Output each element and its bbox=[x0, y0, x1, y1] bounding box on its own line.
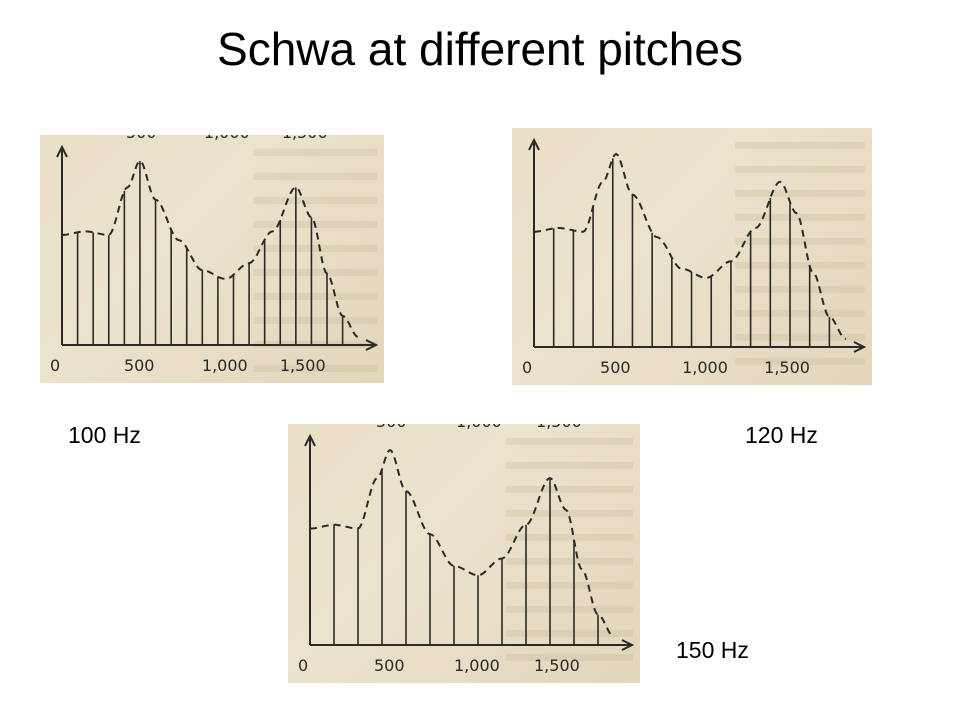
background-text-line bbox=[506, 606, 633, 613]
top-tick-label: 1,000 bbox=[204, 135, 250, 142]
x-tick-label: 1,000 bbox=[454, 656, 500, 675]
background-text-line bbox=[506, 462, 633, 469]
spectrum-plot-150hz: 0 500 1,000 1,500 500 1,000 1,500 bbox=[298, 424, 635, 675]
background-text-line bbox=[253, 197, 378, 204]
pitch-label-150hz: 150 Hz bbox=[676, 637, 749, 663]
spectrum-plot-100hz: 0 500 1,000 1,500 500 1,000 1,500 bbox=[50, 135, 379, 375]
background-text-line bbox=[253, 245, 378, 252]
background-text-line bbox=[735, 334, 865, 341]
top-tick-label: 1,500 bbox=[536, 424, 582, 431]
x-axis-arrow bbox=[853, 341, 867, 353]
spectral-envelope bbox=[534, 152, 847, 340]
x-tick-label: 500 bbox=[374, 656, 405, 675]
spectrum-panel-100hz: 0 500 1,000 1,500 500 1,000 1,500 bbox=[40, 135, 384, 383]
background-text-line bbox=[735, 358, 865, 365]
top-tick-label: 1,500 bbox=[282, 135, 328, 142]
background-text-line bbox=[506, 630, 633, 637]
x-tick-label: 1,000 bbox=[682, 358, 728, 377]
x-axis-arrow bbox=[365, 339, 379, 351]
pitch-label-120hz: 120 Hz bbox=[745, 422, 818, 448]
spectrum-plot-120hz: 0 500 1,000 1,500 bbox=[522, 137, 867, 377]
slide-title: Schwa at different pitches bbox=[217, 23, 743, 75]
background-text-line bbox=[735, 142, 865, 149]
spectral-envelope bbox=[310, 448, 615, 638]
x-tick-label: 1,500 bbox=[280, 356, 326, 375]
y-axis-arrow bbox=[56, 144, 68, 158]
background-text-line bbox=[506, 438, 633, 445]
y-axis-arrow bbox=[304, 433, 316, 447]
background-text-line bbox=[253, 317, 378, 324]
spectrum-panel-150hz: 0 500 1,000 1,500 500 1,000 1,500 bbox=[288, 424, 640, 683]
background-text-line bbox=[735, 166, 865, 173]
background-text-line bbox=[506, 582, 633, 589]
background-text-line bbox=[506, 534, 633, 541]
background-text-line bbox=[506, 654, 633, 661]
spectral-envelope bbox=[62, 159, 359, 338]
x-tick-label: 1,500 bbox=[534, 656, 580, 675]
background-text-line bbox=[735, 310, 865, 317]
background-text-line bbox=[735, 286, 865, 293]
top-tick-label: 500 bbox=[126, 135, 157, 142]
x-tick-label: 500 bbox=[124, 356, 155, 375]
y-axis-arrow bbox=[528, 137, 540, 151]
background-text-line bbox=[506, 510, 633, 517]
background-text-line bbox=[506, 558, 633, 565]
background-text-line bbox=[253, 365, 378, 372]
top-tick-label: 1,000 bbox=[456, 424, 502, 431]
x-tick-label: 0 bbox=[522, 358, 532, 377]
x-tick-label: 500 bbox=[600, 358, 631, 377]
background-text-line bbox=[253, 173, 378, 180]
background-text-line bbox=[253, 149, 378, 156]
pitch-label-100hz: 100 Hz bbox=[68, 422, 141, 448]
x-tick-label: 0 bbox=[50, 356, 60, 375]
x-tick-label: 1,500 bbox=[764, 358, 810, 377]
background-text-line bbox=[735, 262, 865, 269]
top-tick-label: 500 bbox=[376, 424, 407, 431]
background-text-line bbox=[735, 190, 865, 197]
background-text-line bbox=[735, 238, 865, 245]
background-text-line bbox=[506, 486, 633, 493]
x-tick-label: 1,000 bbox=[202, 356, 248, 375]
x-tick-label: 0 bbox=[298, 656, 308, 675]
background-text-line bbox=[253, 293, 378, 300]
x-axis-arrow bbox=[621, 639, 635, 651]
background-text-line bbox=[735, 214, 865, 221]
background-text-line bbox=[253, 269, 378, 276]
spectrum-panel-120hz: 0 500 1,000 1,500 bbox=[512, 128, 872, 385]
